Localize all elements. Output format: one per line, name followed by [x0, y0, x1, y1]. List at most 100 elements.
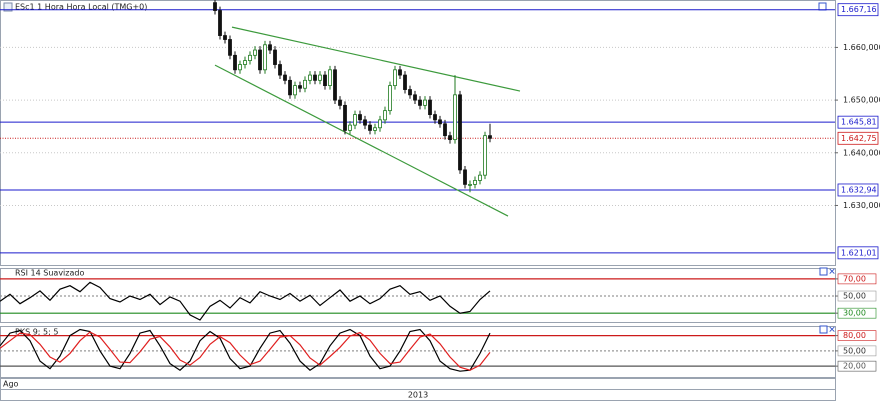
time-label: 2013: [408, 391, 428, 400]
candle-body: [253, 49, 257, 56]
candle-body: [323, 74, 327, 87]
candle-body: [443, 123, 447, 137]
close-icon[interactable]: ✕: [828, 268, 836, 278]
candle-body: [303, 79, 307, 89]
tick-box: [837, 273, 877, 285]
candle-body: [298, 85, 302, 89]
candle-body: [378, 119, 382, 129]
candle-body: [213, 2, 217, 11]
candle-body: [478, 174, 482, 181]
candle-body: [488, 135, 492, 139]
candle-body: [463, 169, 467, 185]
candle-body: [398, 69, 402, 76]
stoch-pane: [0, 326, 836, 378]
candle-body: [273, 49, 277, 65]
y-tick-label: 20,00: [843, 362, 866, 371]
candle-body: [278, 64, 282, 76]
price-pane: [0, 0, 836, 266]
series-line: [0, 328, 491, 372]
rsi-title: RSI 14 Suavizado: [15, 269, 84, 278]
y-tick-label: 50,00: [843, 292, 866, 301]
pane-button[interactable]: [818, 2, 827, 11]
level-label: 1.632,94: [841, 185, 877, 194]
candle-body: [238, 64, 242, 71]
candle-body: [433, 114, 437, 121]
candle-body: [343, 104, 347, 131]
candle-body: [228, 39, 232, 56]
candle-body: [453, 94, 457, 141]
candle-body: [373, 127, 377, 131]
candle-body: [338, 99, 342, 106]
y-tick-label: 1.650,000: [843, 96, 880, 105]
candle-body: [388, 85, 392, 112]
candle-body: [428, 99, 432, 115]
candle-body: [233, 54, 237, 71]
candle-body: [358, 114, 362, 121]
level-box: [837, 246, 879, 260]
candle-body: [413, 94, 417, 101]
candle-body: [393, 69, 397, 87]
candle-body: [383, 110, 387, 121]
y-tick-label: 1.660,000: [843, 43, 880, 52]
candle-body: [363, 119, 367, 126]
candle-body: [223, 35, 227, 40]
tick-box: [837, 290, 877, 302]
level-label: 1.621,01: [841, 248, 877, 257]
candle-body: [368, 124, 372, 131]
candle-body: [218, 10, 222, 36]
time-label: Ago: [3, 380, 19, 389]
tick-box: [837, 307, 877, 319]
y-tick-label: 1.640,000: [843, 148, 880, 157]
candle-body: [438, 119, 442, 125]
level-box: [837, 115, 879, 129]
level-box: [837, 3, 879, 17]
pane-button[interactable]: [819, 325, 828, 334]
pane-button[interactable]: [819, 267, 828, 276]
tick-box: [837, 360, 877, 372]
candle-body: [283, 74, 287, 81]
candle-body: [243, 60, 247, 65]
candle-body: [473, 180, 477, 185]
candle-body: [348, 124, 352, 131]
candle-body: [423, 99, 427, 106]
candle-body: [328, 69, 332, 87]
candle-body: [418, 99, 422, 106]
candle-body: [248, 54, 252, 61]
price-title: ESc1 1 Hora Hora Local (TMG+0): [15, 3, 147, 12]
trendline: [214, 64, 509, 217]
level-label: 1.642,75: [841, 134, 877, 143]
candle-body: [313, 74, 317, 81]
level-box: [837, 131, 879, 145]
level-box: [837, 183, 879, 197]
tick-box: [837, 345, 877, 357]
candle-body: [333, 69, 337, 101]
candle-body: [318, 74, 322, 81]
candle-body: [448, 135, 452, 141]
series-line: [0, 331, 491, 371]
candle-body: [468, 183, 472, 186]
candle-body: [258, 49, 262, 71]
candle-body: [403, 74, 407, 90]
tick-box: [837, 330, 877, 341]
y-tick-label: 50,00: [843, 346, 866, 355]
time-axis-row: [0, 378, 836, 390]
candle-body: [293, 85, 297, 96]
y-tick-label: 70,00: [843, 274, 866, 283]
candle-body: [458, 94, 462, 171]
y-tick-label: 30,00: [843, 309, 866, 318]
series-line: [0, 281, 491, 321]
stoch-title: PKS 9; 5; 5: [15, 328, 58, 337]
candle-body: [288, 79, 292, 96]
y-tick-label: 80,00: [843, 331, 866, 340]
candle-body: [353, 114, 357, 126]
level-label: 1.667,16: [841, 5, 877, 14]
close-icon[interactable]: ✕: [828, 326, 836, 336]
candle-body: [263, 44, 267, 71]
y-tick-label: 1.630,000: [843, 201, 880, 210]
candle-body: [268, 44, 272, 51]
candle-body: [483, 135, 487, 176]
pane-icon[interactable]: [3, 2, 13, 12]
candle-body: [308, 74, 312, 81]
candle-body: [408, 89, 412, 96]
